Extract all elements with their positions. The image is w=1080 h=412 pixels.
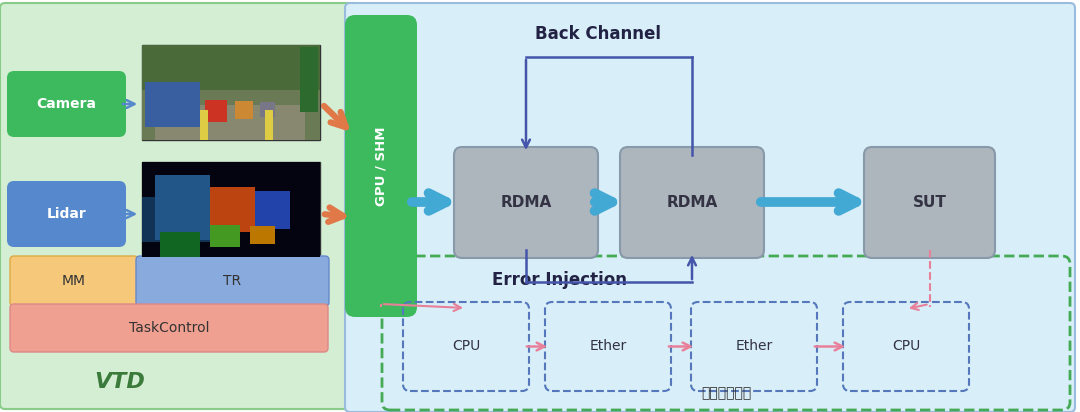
FancyBboxPatch shape xyxy=(136,256,329,306)
FancyBboxPatch shape xyxy=(6,71,126,137)
Text: Camera: Camera xyxy=(37,97,96,111)
Bar xyxy=(300,47,318,112)
FancyBboxPatch shape xyxy=(864,147,995,258)
FancyBboxPatch shape xyxy=(345,15,417,317)
Bar xyxy=(141,90,320,140)
Text: TR: TR xyxy=(224,274,242,288)
Text: Back Channel: Back Channel xyxy=(535,25,661,43)
Bar xyxy=(210,225,240,247)
Text: Ether: Ether xyxy=(735,339,772,353)
Bar xyxy=(265,110,273,140)
Bar xyxy=(156,105,305,140)
Text: CPU: CPU xyxy=(451,339,481,353)
Bar xyxy=(156,175,210,240)
FancyBboxPatch shape xyxy=(345,3,1075,412)
FancyBboxPatch shape xyxy=(0,3,360,409)
FancyBboxPatch shape xyxy=(6,181,126,247)
Bar xyxy=(205,100,227,122)
Text: GPU / SHM: GPU / SHM xyxy=(375,126,388,206)
Bar xyxy=(210,187,255,232)
Text: RDMA: RDMA xyxy=(666,195,717,210)
FancyBboxPatch shape xyxy=(454,147,598,258)
FancyBboxPatch shape xyxy=(10,304,328,352)
Text: MM: MM xyxy=(62,274,86,288)
Bar xyxy=(141,45,320,90)
Text: SUT: SUT xyxy=(913,195,946,210)
Text: RDMA: RDMA xyxy=(500,195,552,210)
Bar xyxy=(255,191,291,229)
FancyBboxPatch shape xyxy=(10,256,138,306)
Text: 传统传输方案: 传统传输方案 xyxy=(701,386,751,400)
Text: Lidar: Lidar xyxy=(46,207,86,221)
Bar xyxy=(141,162,320,257)
Bar xyxy=(260,102,275,117)
Bar xyxy=(249,226,275,244)
Bar xyxy=(141,45,320,140)
Bar xyxy=(160,232,200,257)
Bar xyxy=(200,110,208,140)
Bar xyxy=(141,162,320,257)
Bar xyxy=(145,82,200,127)
FancyBboxPatch shape xyxy=(620,147,764,258)
Bar xyxy=(235,101,253,119)
Text: VTD: VTD xyxy=(95,372,146,392)
Text: Ether: Ether xyxy=(590,339,626,353)
Text: TaskControl: TaskControl xyxy=(129,321,210,335)
Text: Error Injection: Error Injection xyxy=(492,271,627,289)
Bar xyxy=(141,197,232,242)
Text: CPU: CPU xyxy=(892,339,920,353)
